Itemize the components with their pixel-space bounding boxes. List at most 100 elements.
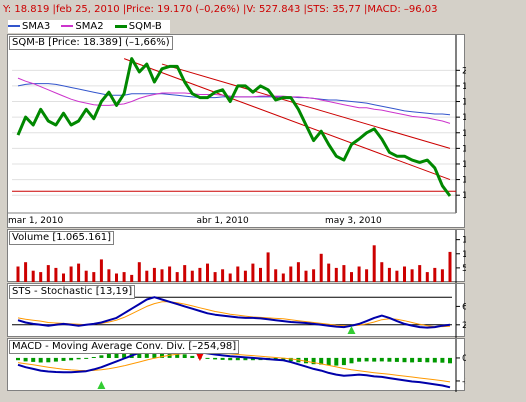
macd-histogram-bar <box>243 357 248 361</box>
macd-histogram-bar <box>190 355 195 358</box>
macd-histogram-bar <box>341 357 346 366</box>
macd-histogram-bar <box>410 357 415 363</box>
volume-bar <box>357 266 361 282</box>
price-chart[interactable]: 20.000 19.800 19.600 19.400 19.200 19.000 18.8… <box>8 35 466 229</box>
volume-panel[interactable]: 1.500.000 1.000.000 500.000 Volume [1.065.… <box>7 229 466 283</box>
volume-chart[interactable]: 1.500.000 1.000.000 500.000 <box>8 230 466 283</box>
macd-histogram-bar <box>425 357 430 363</box>
x-tick-label: may 3, 2010 <box>325 216 382 226</box>
volume-bar <box>387 267 391 282</box>
volume-bar <box>228 273 232 282</box>
macd-histogram-bar <box>38 357 43 363</box>
price-panel[interactable]: 20.000 19.800 19.600 19.400 19.200 19.000 18.8… <box>7 34 466 229</box>
macd-histogram-bar <box>235 357 240 361</box>
series-sts-d <box>17 301 451 328</box>
macd-histogram-bar <box>349 357 354 364</box>
macd-histogram-bar <box>326 357 331 366</box>
volume-bar <box>84 270 88 282</box>
volume-bar <box>69 266 73 282</box>
macd-histogram-bar <box>220 357 225 360</box>
y-tick-label: -200 <box>462 377 466 387</box>
sts-panel-title: STS - Stochastic [13,19] <box>9 285 136 299</box>
buy-signal-marker <box>97 381 106 389</box>
volume-bar <box>190 270 194 282</box>
volume-bar <box>243 270 247 282</box>
volume-bar <box>281 273 285 282</box>
macd-histogram-bar <box>319 357 324 365</box>
volume-bar <box>122 272 126 282</box>
volume-bar <box>130 274 134 282</box>
y-tick-label: 0 <box>462 354 466 364</box>
series-macd <box>17 346 451 389</box>
macd-histogram-bar <box>304 357 308 364</box>
volume-bar <box>236 266 240 282</box>
volume-bar <box>115 273 118 282</box>
volume-bar <box>365 269 369 282</box>
volume-bar <box>160 269 164 282</box>
macd-panel[interactable]: 0 -200 MACD - Moving Average Conv. Div. [… <box>7 338 466 392</box>
macd-histogram-bar <box>114 352 119 358</box>
macd-histogram-bar <box>357 357 362 362</box>
y-tick-label: 19.200 <box>462 129 466 139</box>
macd-histogram-bar <box>167 350 172 358</box>
x-tick-label: abr 1, 2010 <box>197 216 249 226</box>
macd-histogram-bar <box>91 357 96 358</box>
volume-bar <box>440 269 444 282</box>
volume-bar <box>304 270 308 282</box>
volume-bar <box>24 262 28 282</box>
volume-bar <box>152 267 156 282</box>
legend-sqm-b: SQM-B <box>114 21 166 32</box>
volume-bar <box>259 267 262 282</box>
y-tick-label: 18.400 <box>462 191 466 201</box>
macd-histogram-bar <box>16 357 20 361</box>
trendline-lower <box>123 58 451 181</box>
macd-histogram-bar <box>394 357 399 362</box>
macd-histogram-bar <box>432 357 437 363</box>
price-panel-title: SQM-B [Price: 18.389] (–1,66%) <box>9 36 173 50</box>
macd-histogram-bar <box>122 350 127 358</box>
macd-histogram-bar <box>46 357 51 363</box>
volume-bar <box>46 265 50 282</box>
volume-bar <box>168 266 172 282</box>
volume-bar <box>77 263 81 282</box>
volume-bar <box>99 259 103 282</box>
y-tick-label: 19.800 <box>462 82 466 92</box>
volume-bar <box>372 245 376 282</box>
legend-sma3: SMA3 <box>8 21 54 32</box>
volume-bar <box>213 272 217 282</box>
volume-bar <box>418 265 422 282</box>
macd-histogram-bar <box>69 357 74 361</box>
sell-signal-marker <box>195 353 204 361</box>
volume-bar <box>448 251 452 282</box>
volume-bar <box>395 270 399 282</box>
info-bar: Y: 18.819 |feb 25, 2010 |Price: 19.170 (… <box>3 4 438 15</box>
macd-histogram-bar <box>182 354 187 358</box>
macd-histogram-bar <box>288 357 293 361</box>
volume-bar <box>92 272 96 282</box>
macd-histogram-bar <box>250 357 255 361</box>
volume-bar <box>266 252 270 282</box>
legend: SMA3 SMA2 SQM-B <box>8 20 170 33</box>
sts-chart[interactable]: 60 20 <box>8 284 466 338</box>
macd-histogram-bar <box>61 357 66 361</box>
y-tick-label: 500.000 <box>462 264 466 274</box>
volume-bar <box>274 269 278 282</box>
sts-panel[interactable]: 60 20 STS - Stochastic [13,19] <box>7 283 466 338</box>
volume-bar <box>16 266 20 282</box>
volume-bar <box>31 270 35 282</box>
volume-bar <box>198 267 202 282</box>
volume-bar <box>54 267 58 282</box>
series-sts-k <box>17 296 451 329</box>
macd-histogram-bar <box>205 357 210 359</box>
macd-histogram-bar <box>417 357 422 362</box>
volume-bar <box>107 269 111 282</box>
macd-histogram-bar <box>106 353 111 358</box>
macd-chart[interactable]: 0 -200 <box>8 339 466 392</box>
volume-bar <box>145 270 149 282</box>
y-tick-label: 20.000 <box>462 66 466 76</box>
volume-bar <box>137 262 141 282</box>
macd-histogram-bar <box>228 357 233 361</box>
macd-histogram-bar <box>440 357 445 363</box>
volume-bar <box>183 265 187 282</box>
y-tick-label: 19.000 <box>462 144 466 154</box>
